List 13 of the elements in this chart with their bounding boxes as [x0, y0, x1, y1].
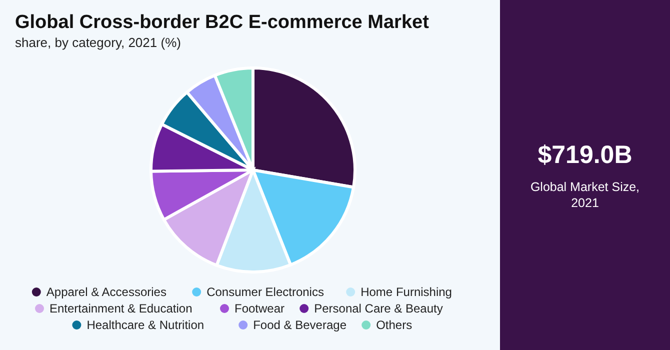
legend-label: Healthcare & Nutrition — [86, 318, 204, 332]
chart-title: Global Cross-border B2C E-commerce Market — [15, 12, 430, 33]
legend-label: Others — [376, 318, 412, 332]
legend-label: Entertainment & Education — [50, 302, 192, 316]
text: Global Market Size, 2021 — [530, 180, 640, 210]
legend-label: Footwear — [234, 302, 285, 316]
legend-label: Home Furnishing — [360, 285, 452, 299]
chart-subtitle: share, by category, 2021 (%) — [15, 35, 181, 50]
legend-label: Food & Beverage — [253, 318, 347, 332]
text: $719.0B — [538, 141, 632, 169]
legend-label: Consumer Electronics — [206, 285, 324, 299]
legend-label: Apparel & Accessories — [46, 285, 166, 299]
legend-label: Personal Care & Beauty — [314, 302, 443, 316]
